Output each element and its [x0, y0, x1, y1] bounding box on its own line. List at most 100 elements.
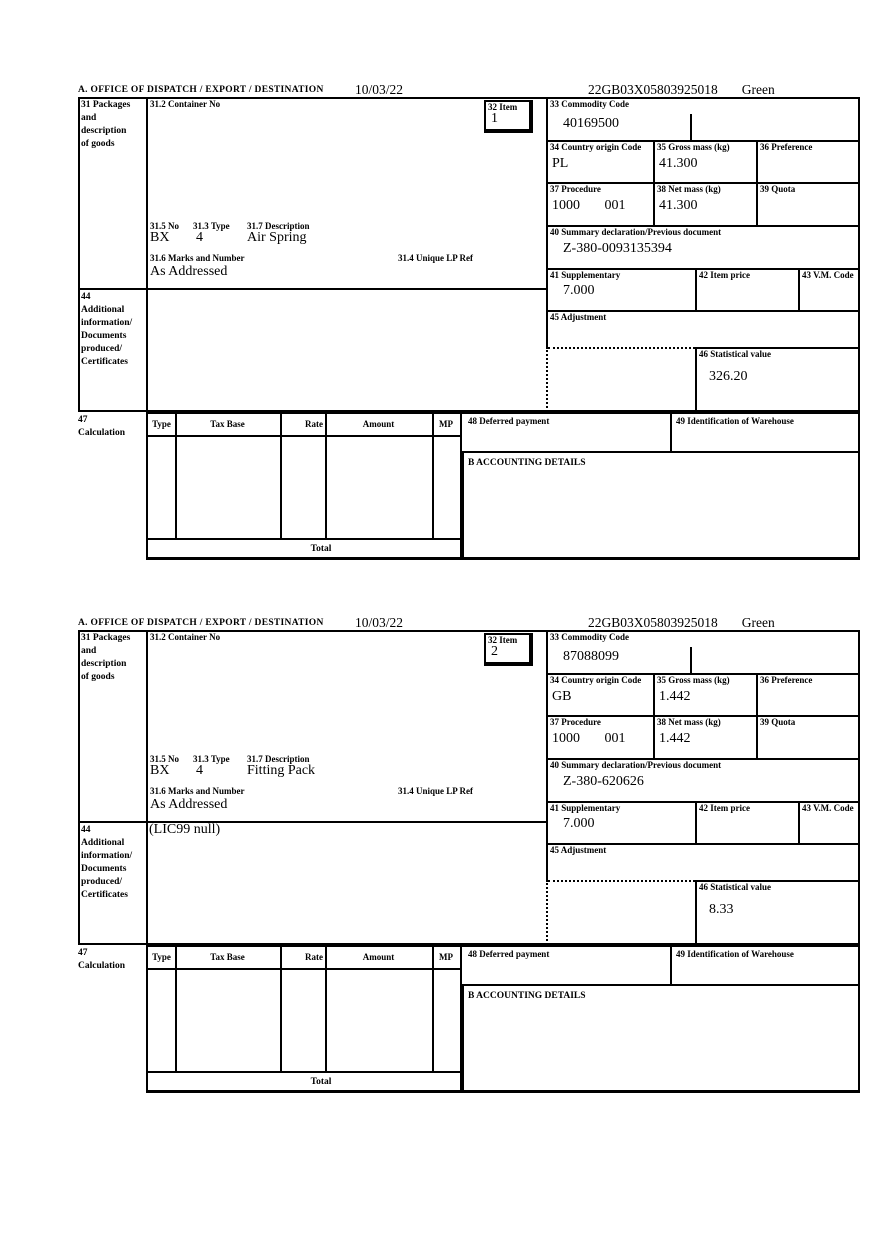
warehouse-label: 49 Identification of Warehouse — [676, 416, 794, 426]
calc-header-type: Type — [152, 419, 171, 429]
calculation-table: Type Tax Base Rate Amount MP — [146, 412, 462, 540]
calc-header-underline — [148, 435, 460, 437]
adjustment-label: 45 Adjustment — [550, 312, 607, 322]
row-line-33-34 — [546, 673, 860, 675]
declaration-item-section: A. OFFICE OF DISPATCH / EXPORT / DESTINA… — [75, 83, 865, 563]
col-line-41-42 — [695, 801, 697, 845]
dotted-top-border — [548, 347, 695, 349]
office-of-dispatch-label: A. OFFICE OF DISPATCH / EXPORT / DESTINA… — [78, 618, 324, 628]
item-number-label: 32 Item — [488, 635, 518, 645]
country-origin-label: 34 Country origin Code — [550, 675, 642, 685]
package-no-label: 31.5 No — [150, 754, 179, 764]
col-line-42-43 — [798, 801, 800, 845]
calc-header-tax-base: Tax Base — [210, 952, 245, 962]
quota-label: 39 Quota — [760, 717, 796, 727]
container-no-label: 31.2 Container No — [150, 632, 221, 642]
quota-label: 39 Quota — [760, 184, 796, 194]
box44-label: 44 Additional information/ Documents pro… — [81, 292, 133, 367]
box31-label: 31 Packages and description of goods — [81, 633, 131, 682]
commodity-code-label: 33 Commodity Code — [550, 632, 629, 642]
box46-left-line — [695, 880, 697, 945]
net-mass-label: 38 Net mass (kg) — [657, 717, 721, 727]
calc-header-mp: MP — [439, 952, 453, 962]
col-line-34-35 — [653, 140, 655, 227]
statistical-value-label: 46 Statistical value — [699, 349, 771, 359]
preference-label: 36 Preference — [760, 142, 813, 152]
row-line-40-41 — [546, 268, 860, 270]
calc-total-row — [146, 540, 462, 560]
gross-mass-label: 35 Gross mass (kg) — [657, 142, 730, 152]
calc-header-rate: Rate — [305, 952, 323, 962]
declaration-reference: 22GB03X05803925018 Green — [588, 616, 775, 630]
country-origin-value: GB — [552, 689, 572, 704]
procedure-value: 1000 001 — [552, 198, 626, 213]
office-of-dispatch-label: A. OFFICE OF DISPATCH / EXPORT / DESTINA… — [78, 85, 324, 95]
item-number-box — [484, 100, 533, 133]
country-origin-label: 34 Country origin Code — [550, 142, 642, 152]
package-type-label: 31.3 Type — [193, 221, 230, 231]
dotted-left-border — [546, 880, 548, 945]
net-mass-value: 1.442 — [659, 731, 691, 746]
box44-label: 44 Additional information/ Documents pro… — [81, 825, 133, 900]
calc-col-line-1 — [175, 414, 177, 538]
country-origin-value: PL — [552, 156, 569, 171]
commodity-code-label: 33 Commodity Code — [550, 99, 629, 109]
box31-label: 31 Packages and description of goods — [81, 100, 131, 149]
procedure-label: 37 Procedure — [550, 717, 601, 727]
item-price-label: 42 Item price — [699, 803, 750, 813]
calc-col-line-4 — [432, 947, 434, 1071]
accounting-details-box — [462, 986, 860, 1093]
declaration-reference: 22GB03X05803925018 Green — [588, 83, 775, 97]
marks-label: 31.6 Marks and Number — [150, 786, 245, 796]
calc-header-type: Type — [152, 952, 171, 962]
adjustment-label: 45 Adjustment — [550, 845, 607, 855]
previous-document-label: 40 Summary declaration/Previous document — [550, 760, 722, 770]
col-line-35-36 — [756, 673, 758, 760]
box46-top-line — [695, 347, 860, 349]
deferred-payment-label: 48 Deferred payment — [468, 949, 550, 959]
supplementary-label: 41 Supplementary — [550, 270, 621, 280]
row-line-33-34 — [546, 140, 860, 142]
accounting-details-label: B ACCOUNTING DETAILS — [468, 458, 586, 468]
supplementary-label: 41 Supplementary — [550, 803, 621, 813]
vm-code-label: 43 V.M. Code — [802, 270, 854, 280]
package-type-label: 31.3 Type — [193, 754, 230, 764]
vm-code-label: 43 V.M. Code — [802, 803, 854, 813]
goods-description-value: Fitting Pack — [247, 763, 316, 778]
supplementary-value: 7.000 — [563, 283, 595, 298]
warehouse-label: 49 Identification of Warehouse — [676, 949, 794, 959]
previous-document-label: 40 Summary declaration/Previous document — [550, 227, 722, 237]
box46-left-line — [695, 347, 697, 412]
row-line-34-37 — [546, 182, 860, 184]
package-type-value: 4 — [196, 763, 203, 778]
routing-status: Green — [741, 82, 775, 97]
col-line-35-36 — [756, 140, 758, 227]
previous-document-value: Z-380-620626 — [563, 774, 644, 789]
commodity-code-divider — [690, 647, 692, 673]
box44-separator-line — [78, 821, 546, 823]
deferred-payment-box — [462, 945, 672, 986]
calc-col-line-1 — [175, 947, 177, 1071]
gross-mass-value: 41.300 — [659, 156, 698, 171]
item-number-box — [484, 633, 533, 666]
calc-header-amount: Amount — [362, 419, 395, 429]
label-column-divider — [146, 97, 148, 412]
declaration-date: 10/03/22 — [355, 82, 404, 97]
reference-number: 22GB03X05803925018 — [588, 615, 718, 630]
total-label: Total — [310, 1077, 332, 1087]
procedure-label: 37 Procedure — [550, 184, 601, 194]
deferred-payment-box — [462, 412, 672, 453]
marks-value: As Addressed — [150, 797, 228, 812]
net-mass-value: 41.300 — [659, 198, 698, 213]
package-no-value: BX — [150, 763, 170, 778]
item-number-value: 2 — [491, 644, 498, 659]
row-line-37-40 — [546, 758, 860, 760]
goods-box-outline — [78, 97, 860, 412]
item-number-label: 32 Item — [488, 102, 518, 112]
goods-description-label: 31.7 Description — [247, 221, 310, 231]
previous-document-value: Z-380-0093135394 — [563, 241, 672, 256]
calc-col-line-4 — [432, 414, 434, 538]
box46-top-line — [695, 880, 860, 882]
package-no-value: BX — [150, 230, 170, 245]
accounting-details-box — [462, 453, 860, 560]
